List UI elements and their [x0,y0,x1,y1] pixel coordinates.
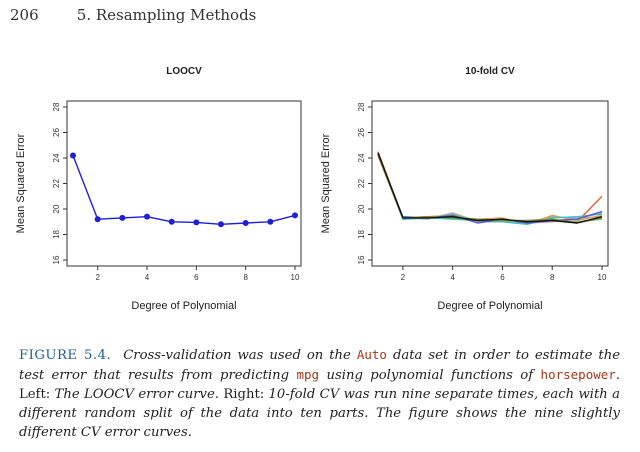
chart-title: 10-fold CV [465,66,515,77]
x-axis-label: Degree of Polynomial [437,300,542,312]
y-tick-label: 24 [357,153,366,162]
series-line-7 [377,153,603,224]
series-line-3 [377,152,603,224]
y-axis-label: Mean Squared Error [15,133,27,233]
section-title: 5. Resampling Methods [76,6,257,24]
data-point [70,152,76,159]
y-axis-label: Mean Squared Error [320,133,332,233]
data-point [94,216,101,223]
series-line-1 [72,155,296,226]
y-tick-label: 22 [52,179,61,188]
caption-text-7: 10-fold CV was run nine separate times, … [19,387,620,440]
caption-text-4: . Left: [19,368,621,402]
series-line-4 [377,155,603,226]
series-line-1 [377,151,603,223]
data-point [168,218,175,225]
y-tick-label: 16 [357,255,366,264]
caption-text-3: using polynomial functions of [326,368,534,383]
y-tick-label: 28 [52,102,61,111]
y-tick-label: 18 [357,230,366,239]
y-tick-label: 20 [52,204,61,213]
caption-text-5: The LOOCV error curve. [54,387,219,402]
y-tick-label: 20 [357,204,366,213]
data-point [144,213,150,220]
caption-text-1: Cross-validation was used on the [123,348,351,363]
x-tick-label: 6 [194,273,199,282]
series-line-2 [377,153,603,224]
running-head: 206 5. Resampling Methods [10,6,256,24]
caption-code-auto: Auto [356,347,387,362]
caption-code-mpg: mpg [296,367,320,382]
caption-text-6: Right: [223,387,265,402]
x-tick-label: 4 [450,273,455,282]
y-tick-label: 26 [52,128,61,137]
series-line-5 [377,153,603,223]
y-tick-label: 16 [52,255,61,264]
x-tick-label: 10 [598,273,607,282]
x-tick-label: 10 [291,273,300,282]
x-tick-label: 4 [145,273,150,282]
series-line-6 [377,152,603,226]
series-line-8 [377,155,603,224]
y-tick-label: 24 [52,153,61,162]
y-tick-label: 28 [357,102,366,111]
x-tick-label: 2 [401,273,406,282]
data-point [193,219,200,226]
plot-frame [66,100,302,267]
caption-label: FIGURE 5.4. [19,348,112,363]
y-tick-label: 26 [357,128,366,137]
data-point [242,220,249,227]
data-point [218,221,224,228]
x-tick-label: 8 [550,273,555,282]
x-tick-label: 2 [95,273,100,282]
series-line-9 [377,152,603,224]
figure-caption: FIGURE 5.4. Cross-validation was used on… [19,345,620,442]
caption-text-2: data set in order to estimate the test e… [19,348,621,383]
y-tick-label: 18 [52,230,61,239]
x-tick-label: 6 [500,273,505,282]
page-number: 206 [10,6,39,24]
x-axis-label: Degree of Polynomial [131,300,236,312]
data-point [119,214,126,221]
y-tick-label: 22 [357,179,366,188]
data-point [267,218,274,225]
x-tick-label: 8 [243,273,248,282]
chart-title: LOOCV [166,66,202,77]
plot-frame [371,100,609,267]
data-point [292,212,298,219]
caption-code-horsepower: horsepower [540,367,616,382]
